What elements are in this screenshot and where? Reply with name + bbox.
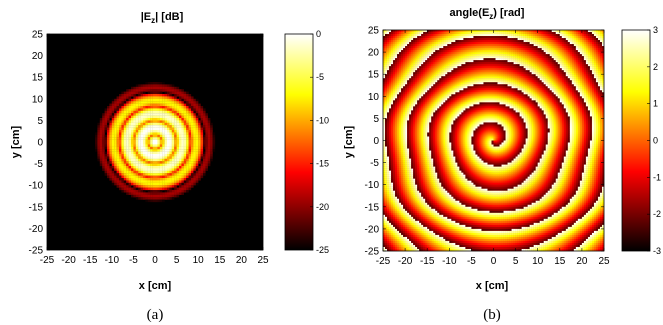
panel-a-colorbar-label: -20	[316, 202, 329, 212]
panel-b-colorbar-ticks: 3 2 1 0 -1 -2 -3	[647, 25, 661, 256]
panel-a-magnitude: |Ez| [dB] -25 -20 -15 -10 -5 0 5 10 15 20 25 25 20 15…	[10, 11, 329, 323]
panel-b-xtick-label: -15	[420, 256, 435, 267]
panel-a-xtick-label: -20	[61, 255, 76, 266]
panel-b-ticks: -25 -20 -15 -10 -5 0 5 10 15 20 252520151050-5-10-…	[365, 26, 610, 268]
panel-a-ytick-label: 0	[37, 138, 43, 149]
panel-a-colorbar-label: 0	[316, 29, 321, 39]
panel-a-ytick-label: 20	[32, 51, 44, 62]
panel-b-xtick-label: 25	[598, 256, 610, 267]
panel-a-colorbar	[284, 33, 314, 251]
panel-b-colorbar-label: 2	[653, 62, 658, 72]
panel-a-ytick-label: -10	[29, 181, 44, 192]
panel-b-ytick-label: 20	[368, 48, 380, 59]
panel-b-ylabel: y [cm]	[343, 125, 355, 158]
panel-a-colorbar-label: -10	[316, 115, 329, 125]
panel-a-ytick-label: -20	[29, 224, 44, 235]
panel-a-xtick-label: -15	[83, 255, 98, 266]
panel-a-ytick-label: -5	[34, 159, 43, 170]
panel-a-xtick-label: -10	[105, 255, 120, 266]
panel-b-heatmap	[383, 30, 605, 252]
panel-a-ticks: -25 -20 -15 -10 -5 0 5 10 15 20 252520151050-5-10-…	[29, 30, 269, 267]
panel-b-colorbar-label: -2	[653, 209, 661, 219]
panel-b-colorbar-label: 1	[653, 99, 658, 109]
panel-b-caption: (b)	[483, 307, 501, 323]
panel-b-ytick-label: 10	[368, 92, 380, 103]
panel-a-ytick-label: -15	[29, 202, 44, 213]
panel-a-xtick-label: 15	[214, 255, 226, 266]
panel-b-colorbar-label: -3	[653, 246, 661, 256]
panel-b-xtick-label: -5	[467, 256, 476, 267]
panel-a-xtick-label: 20	[236, 255, 248, 266]
panel-b-ytick-label: 0	[373, 136, 379, 147]
panel-a-colorbar-label: -25	[316, 245, 329, 255]
panel-b-ytick-label: 15	[368, 70, 380, 81]
panel-a-xtick-label: 0	[152, 255, 158, 266]
panel-a-colorbar-label: -5	[316, 72, 324, 82]
panel-b-colorbar-label: 0	[653, 136, 658, 146]
panel-a-colorbar-label: -15	[316, 159, 329, 169]
panel-b-title: angle(Ez) [rad]	[450, 7, 525, 21]
panel-b-xtick-label: 5	[513, 256, 519, 267]
panel-a-xtick-label: -25	[40, 255, 55, 266]
panel-a-ytick-label: 10	[32, 94, 44, 105]
panel-b-colorbar-label: -1	[653, 172, 661, 182]
panel-a-colorbar-ticks: 0 -5 -10 -15 -20 -25	[310, 29, 329, 255]
panel-b-ytick-label: -15	[365, 202, 380, 213]
panel-a-xtick-label: 25	[257, 255, 269, 266]
panel-b-xtick-label: -20	[398, 256, 413, 267]
panel-b-ytick-label: 5	[373, 114, 379, 125]
panel-b-ytick-label: -20	[365, 224, 380, 235]
panel-a-xtick-label: 10	[193, 255, 205, 266]
panel-a-ytick-label: 15	[32, 73, 44, 84]
panel-b-xtick-label: -10	[442, 256, 457, 267]
panel-a-ytick-label: -25	[29, 246, 44, 257]
panel-b-xtick-label: 10	[532, 256, 544, 267]
panel-a-xlabel: x [cm]	[139, 280, 172, 292]
panel-b-ytick-label: -25	[365, 247, 380, 258]
panel-b-xtick-label: 20	[576, 256, 588, 267]
panel-a-title: |Ez| [dB]	[141, 11, 184, 25]
panel-a-xtick-label: 5	[174, 255, 180, 266]
panel-a-ylabel: y [cm]	[10, 125, 22, 158]
panel-b-colorbar	[621, 29, 651, 252]
panel-b-ytick-label: -10	[365, 180, 380, 191]
panel-a-ytick-label: 5	[37, 116, 43, 127]
panel-a-heatmap	[95, 82, 216, 203]
panel-b-xlabel: x [cm]	[476, 280, 509, 292]
panel-b-xtick-label: 0	[491, 256, 497, 267]
panel-a-xtick-label: -5	[129, 255, 138, 266]
panel-b-xtick-label: 15	[554, 256, 566, 267]
panel-b-ytick-label: 25	[368, 26, 380, 37]
panel-b-phase: angle(Ez) [rad] -25 -20 -15 -10 -5 0 5 10 15 20 25…	[343, 7, 661, 323]
panel-a-ytick-label: 25	[32, 30, 44, 41]
panel-a-caption: (a)	[147, 307, 164, 323]
panel-b-colorbar-label: 3	[653, 25, 658, 35]
panel-b-xtick-label: -25	[376, 256, 391, 267]
panel-b-ytick-label: -5	[370, 158, 379, 169]
